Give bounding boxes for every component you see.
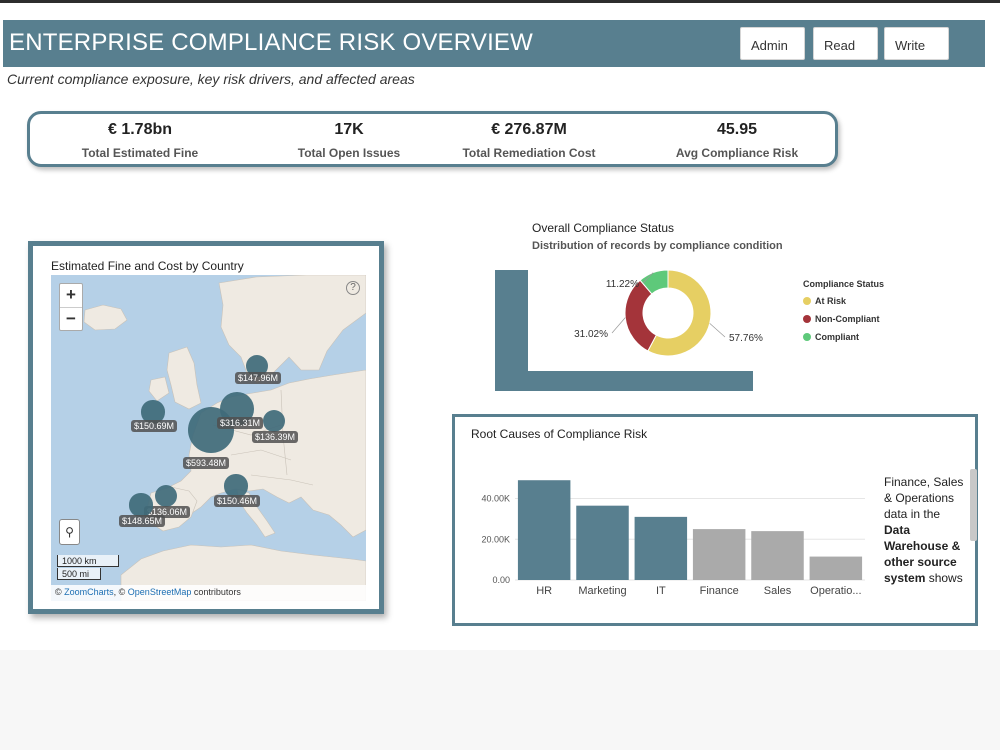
read-button[interactable]: Read [813,27,878,60]
legend-label: Non-Compliant [815,314,880,324]
legend-swatch [803,315,811,323]
legend-swatch [803,333,811,341]
root-causes-card: Root Causes of Compliance Risk 0.00 20.00… [452,414,978,626]
lasso-select-icon[interactable]: ⚲ [59,519,80,545]
donut-data-label: 11.22% [606,279,639,290]
bar-hr[interactable] [517,480,571,580]
donut-legend: Compliance Status At Risk Non-Compliant Co… [803,279,884,346]
header-banner: ENTERPRISE COMPLIANCE RISK OVERVIEW Admi… [3,20,985,67]
europe-map[interactable]: + − ? $147.96M $150.69M $593.48M $316.31M $1… [51,275,366,601]
map-card: Estimated Fine and Cost by Country [28,241,384,614]
bar-sales[interactable] [751,531,804,580]
map-bubble-label: $147.96M [235,372,282,384]
top-border [0,0,1000,3]
legend-item[interactable]: Compliant [803,328,884,346]
zoom-out-button[interactable]: − [60,307,82,330]
root-causes-title: Root Causes of Compliance Risk [471,427,648,441]
map-attribution: © ZoomCharts, © OpenStreetMap contributo… [51,585,366,601]
map-bubble-label: $316.31M [217,417,264,429]
bar-it[interactable] [634,516,688,580]
bar-x-tick-label: HR [536,585,552,597]
bar-x-tick-label: IT [656,585,666,597]
accent-block-vertical [495,270,528,391]
map-bubble[interactable] [262,409,286,433]
admin-button[interactable]: Admin [740,27,805,60]
bar-marketing[interactable] [576,505,629,580]
map-bubble-label: $150.46M [214,495,261,507]
map-bubble[interactable] [141,400,165,424]
donut-slice-compliant[interactable] [639,269,669,295]
attribution-mid: , © [113,587,128,597]
legend-item[interactable]: Non-Compliant [803,310,884,328]
root-causes-narrative: Finance, Sales & Operations data in the … [884,474,966,586]
kpi-value: € 276.87M [491,121,567,138]
help-icon[interactable]: ? [346,281,360,295]
bar-y-tick-label: 0.00 [492,575,510,585]
narrative-text-2: shows [925,571,963,585]
map-bubble-label: $150.69M [131,420,178,432]
report-canvas: ENTERPRISE COMPLIANCE RISK OVERVIEW Admi… [0,0,1000,626]
kpi-card: € 1.78bn Total Estimated Fine 17K Total … [27,111,838,167]
legend-swatch [803,297,811,305]
map-bubble[interactable] [129,493,153,517]
scale-km: 1000 km [57,555,119,567]
page-title: ENTERPRISE COMPLIANCE RISK OVERVIEW [9,29,533,56]
donut-slice-at-risk[interactable] [647,269,712,357]
map-bubble-label: $148.65M [119,515,166,527]
donut-leader-line [709,323,726,338]
kpi-label: Total Remediation Cost [462,146,596,160]
donut-data-label: 31.02% [574,329,608,340]
compliance-status-visual: Overall Compliance Status Distribution o… [495,215,890,395]
donut-title: Overall Compliance Status [532,221,675,235]
openstreetmap-link[interactable]: OpenStreetMap [127,587,192,597]
bar-x-tick-label: Finance [700,585,739,597]
accent-block-horizontal [495,371,753,391]
legend-label: Compliant [815,332,859,342]
donut-leader-line [642,272,654,284]
map-bubble[interactable] [154,484,177,507]
write-button[interactable]: Write [884,27,949,60]
map-bubble[interactable] [245,354,269,378]
legend-item[interactable]: At Risk [803,292,884,310]
bar-y-tick-label: 20.00K [481,534,510,544]
donut-chart[interactable]: 57.76% 31.02% 11.22% [495,255,795,405]
root-causes-bar-chart[interactable]: 0.00 20.00K 40.00K HR Marketing IT Finance Sale… [455,437,875,627]
map-bubble[interactable] [224,474,248,498]
bar-y-tick-label: 40.00K [481,494,510,504]
bar-operatio[interactable] [809,556,863,580]
map-title: Estimated Fine and Cost by Country [51,259,244,273]
kpi-value: € 1.78bn [107,121,173,138]
kpi-total-fine: € 1.78bn Total Estimated Fine [45,114,235,160]
kpi-label: Avg Compliance Risk [675,146,799,160]
scale-mi: 500 mi [57,568,101,580]
map-bubble-label: $593.48M [183,457,230,469]
kpi-remediation-cost: € 276.87M Total Remediation Cost [434,114,624,160]
donut-leader-line [611,317,626,334]
kpi-value: 45.95 [716,121,758,138]
kpi-label: Total Estimated Fine [81,146,199,160]
legend-label: At Risk [815,296,847,306]
attribution-prefix: © [55,587,65,597]
legend-title: Compliance Status [803,279,885,289]
attribution-suffix: contributors [191,587,241,597]
donut-data-label: 57.76% [729,333,763,344]
zoom-in-button[interactable]: + [66,285,76,304]
page-subtitle: Current compliance exposure, key risk dr… [7,71,415,87]
zoomcharts-link[interactable]: ZoomCharts [64,587,114,597]
bar-x-tick-label: Operatio... [810,585,861,597]
donut-subtitle: Distribution of records by compliance co… [532,240,783,252]
map-scale: 1000 km 500 mi [57,555,119,581]
bar-x-tick-label: Sales [764,585,792,597]
kpi-avg-risk: 45.95 Avg Compliance Risk [642,114,832,160]
kpi-value: 17K [334,121,364,138]
narrative-text-bold: Data Warehouse & other source system [884,523,961,585]
map-bubble-label: $136.39M [252,431,299,443]
bar-finance[interactable] [692,529,746,580]
bar-x-tick-label: Marketing [578,585,626,597]
map-zoom-controls: + − [59,283,83,331]
narrative-text-1: Finance, Sales & Operations data in the [884,475,964,521]
kpi-label: Total Open Issues [297,146,401,160]
kpi-open-issues: 17K Total Open Issues [254,114,444,160]
narrative-scrollbar[interactable] [970,469,977,541]
